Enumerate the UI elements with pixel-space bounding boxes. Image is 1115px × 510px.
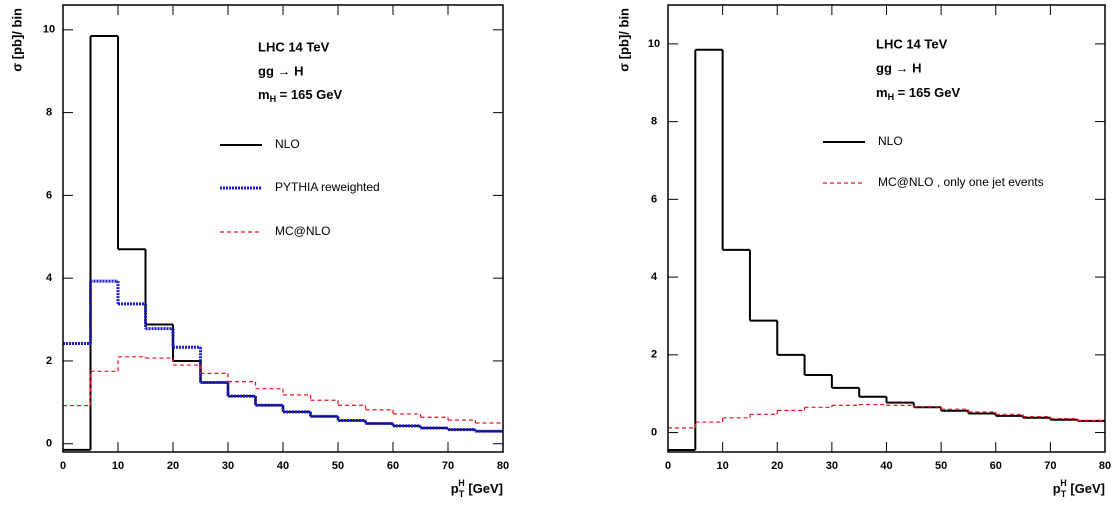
x-tick-label: 0 [60, 460, 66, 472]
x-label-sup: H [1060, 478, 1067, 488]
annotation: LHC 14 TeV [876, 36, 948, 51]
x-axis-label: pTH [GeV] [451, 478, 503, 499]
legend-label: NLO [878, 134, 903, 148]
x-label-base: p [1053, 481, 1061, 496]
x-tick-label: 70 [1044, 460, 1056, 472]
x-tick-label: 60 [387, 460, 399, 472]
y-tick-label: 2 [651, 349, 657, 361]
y-axis-label: σ [pb]/ bin [616, 8, 631, 72]
x-tick-label: 0 [665, 460, 671, 472]
x-label-sub: T [1061, 489, 1067, 499]
annotation: gg → H [258, 63, 304, 78]
x-label-unit: [GeV] [465, 481, 503, 496]
x-tick-label: 30 [826, 460, 838, 472]
y-tick-label: 4 [46, 272, 53, 284]
x-tick-label: 50 [935, 460, 947, 472]
plot-frame [62, 4, 504, 453]
y-tick-label: 6 [46, 189, 52, 201]
y-tick-label: 8 [46, 107, 52, 119]
annotation: gg → H [876, 60, 922, 75]
x-label-base: p [451, 481, 459, 496]
x-tick-label: 60 [990, 460, 1002, 472]
y-tick-label: 2 [46, 355, 52, 367]
legend-label: MC@NLO , only one jet events [878, 175, 1044, 189]
x-tick-label: 80 [497, 460, 509, 472]
x-tick-label: 20 [167, 460, 179, 472]
x-label-sup: H [458, 478, 465, 488]
annotation-part: m [258, 87, 270, 102]
y-axis-label: σ [pb]/ bin [9, 8, 24, 72]
x-label-sub: T [459, 489, 465, 499]
x-label-unit: [GeV] [1067, 481, 1105, 496]
annotation-part: m [876, 85, 888, 100]
x-tick-label: 80 [1099, 460, 1111, 472]
x-tick-label: 10 [112, 460, 124, 472]
annotation-sub: H [270, 94, 277, 104]
y-tick-label: 4 [651, 271, 658, 283]
legend-label: PYTHIA reweighted [275, 180, 380, 194]
x-tick-label: 20 [771, 460, 783, 472]
plot-frame [667, 4, 1106, 453]
legend-label: NLO [275, 137, 300, 151]
y-tick-label: 6 [651, 193, 657, 205]
x-tick-label: 50 [332, 460, 344, 472]
y-tick-label: 0 [46, 438, 52, 450]
y-tick-label: 10 [648, 38, 660, 50]
y-tick-label: 8 [651, 116, 657, 128]
annotation-sub: H [888, 92, 895, 102]
annotation: LHC 14 TeV [258, 39, 330, 54]
legend-label: MC@NLO [275, 224, 331, 238]
annotation-part: = 165 GeV [894, 85, 960, 100]
x-tick-label: 10 [717, 460, 729, 472]
y-tick-label: 10 [43, 24, 55, 36]
x-tick-label: 40 [277, 460, 289, 472]
x-axis-label: pTH [GeV] [1053, 478, 1105, 499]
x-tick-label: 40 [880, 460, 892, 472]
x-tick-label: 30 [222, 460, 234, 472]
x-tick-label: 70 [442, 460, 454, 472]
annotation: mH = 165 GeV [258, 87, 343, 104]
y-tick-label: 0 [651, 426, 657, 438]
annotation-part: = 165 GeV [276, 87, 342, 102]
annotation: mH = 165 GeV [876, 85, 961, 102]
